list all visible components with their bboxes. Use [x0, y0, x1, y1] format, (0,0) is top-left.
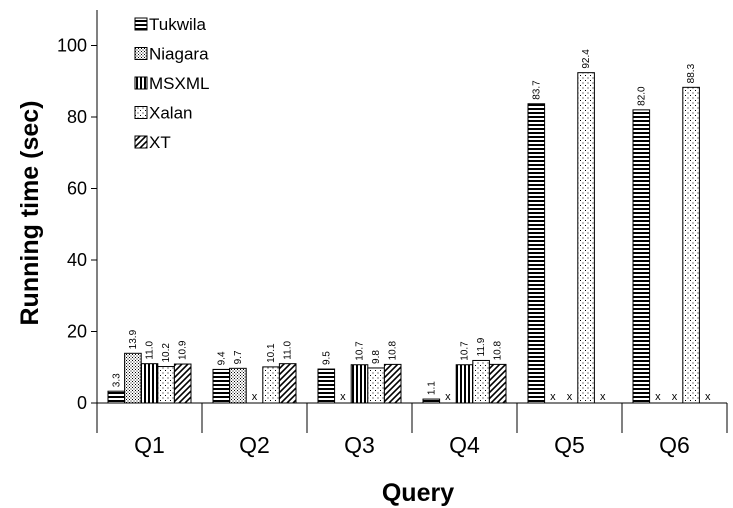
bar-tukwila-q4: [422, 398, 441, 404]
data-label: 13.9: [128, 329, 139, 349]
legend-label: XT: [149, 133, 171, 152]
data-labels: 3.3 13.9 11.0 10.2 10.9 9.4 9.7 x 10.1 11.0 9.5 x 10…: [111, 49, 711, 403]
bar-xt-q3: [383, 363, 402, 404]
bar-msxml-q4: [455, 364, 474, 404]
data-label: 9.8: [371, 350, 382, 364]
missing-value-mark: x: [340, 391, 346, 403]
y-axis-title: Running time (sec): [16, 100, 44, 325]
y-tick-label: 60: [67, 179, 87, 199]
bar-tukwila-q5: [527, 103, 546, 404]
y-ticks: 0 20 40 60 80 100: [57, 36, 97, 413]
y-tick-label: 0: [77, 393, 87, 413]
data-label: 88.3: [686, 63, 697, 83]
legend: Tukwila Niagara MSXML Xalan XT: [134, 15, 209, 152]
missing-value-mark: x: [252, 391, 258, 403]
bar-xt-q1: [173, 363, 192, 404]
x-tick-label: Q1: [134, 432, 165, 458]
bar-xalan-q5: [577, 72, 595, 404]
data-label: 10.7: [460, 341, 471, 361]
x-tick-label: Q3: [344, 432, 375, 458]
data-label: 1.1: [426, 381, 437, 395]
bar-niagara-q1: [124, 352, 142, 404]
bar-series: [107, 72, 700, 404]
legend-swatch-niagara: [134, 47, 148, 60]
legend-swatch-xalan: [134, 106, 148, 119]
data-label: 9.4: [216, 351, 227, 365]
bar-xalan-q3: [367, 367, 385, 404]
bar-xt-q4: [488, 363, 507, 404]
legend-label: Tukwila: [149, 15, 207, 34]
missing-value-mark: x: [672, 391, 678, 403]
data-label: 10.8: [493, 340, 504, 360]
x-tick-label: Q5: [554, 432, 585, 458]
bar-msxml-q3: [350, 364, 369, 404]
bar-msxml-q1: [140, 363, 159, 404]
bar-niagara-q2: [229, 367, 247, 404]
bar-xalan-q6: [682, 86, 700, 404]
bar-tukwila-q2: [212, 368, 231, 404]
bar-tukwila-q3: [317, 368, 336, 404]
bar-tukwila-q6: [632, 109, 651, 404]
data-label: 10.2: [161, 343, 172, 363]
y-tick-label: 20: [67, 322, 87, 342]
bar-xalan-q2: [262, 366, 280, 404]
data-label: 10.8: [388, 340, 399, 360]
bar-tukwila-q1: [107, 390, 126, 404]
legend-swatch-xt: [134, 135, 148, 149]
y-tick-label: 80: [67, 107, 87, 127]
data-label: 11.9: [476, 337, 487, 356]
y-tick-label: 40: [67, 250, 87, 270]
bar-xt-q2: [278, 363, 297, 404]
legend-label: MSXML: [149, 74, 209, 93]
bar-xalan-q1: [157, 366, 175, 404]
data-label: 82.0: [636, 86, 647, 106]
missing-value-mark: x: [445, 391, 451, 403]
missing-value-mark: x: [655, 391, 661, 403]
missing-value-mark: x: [705, 391, 711, 403]
legend-label: Xalan: [149, 104, 192, 123]
data-label: 3.3: [111, 373, 122, 387]
x-axis-title: Query: [382, 479, 454, 507]
legend-label: Niagara: [149, 45, 209, 64]
data-label: 10.7: [355, 341, 366, 361]
data-label: 10.1: [266, 343, 277, 363]
data-label: 10.9: [178, 340, 189, 360]
y-tick-label: 100: [57, 36, 87, 56]
data-label: 9.7: [233, 350, 244, 364]
data-label: 92.4: [581, 49, 592, 69]
bar-xalan-q4: [472, 359, 490, 404]
x-tick-label: Q2: [239, 432, 270, 458]
data-label: 9.5: [321, 351, 332, 365]
legend-swatch-tukwila: [134, 17, 148, 31]
missing-value-mark: x: [567, 391, 573, 403]
x-tick-label: Q6: [659, 432, 690, 458]
x-ticks: Q1 Q2 Q3 Q4 Q5 Q6: [96, 403, 728, 458]
missing-value-mark: x: [550, 391, 556, 403]
legend-swatch-msxml: [134, 76, 148, 90]
data-label: 11.0: [145, 341, 156, 360]
data-label: 11.0: [283, 341, 294, 360]
x-tick-label: Q4: [449, 432, 480, 458]
data-label: 83.7: [531, 80, 542, 100]
missing-value-mark: x: [600, 391, 606, 403]
